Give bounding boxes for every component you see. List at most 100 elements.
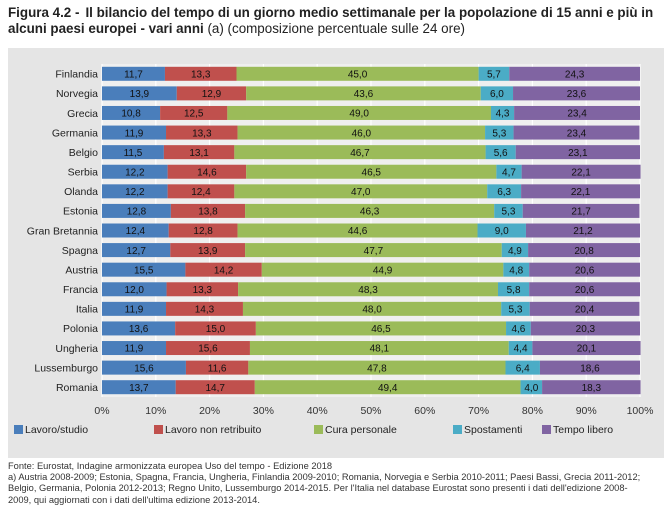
bar-lavoro-non-retribuito bbox=[167, 164, 247, 179]
category-label: Estonia bbox=[63, 206, 98, 218]
bar-lavoro-studio bbox=[102, 282, 167, 297]
bar-spostamenti bbox=[520, 380, 543, 395]
bar-tempo-libero bbox=[529, 262, 640, 277]
legend-label-lavoro-non-retribuito: Lavoro non retribuito bbox=[165, 424, 261, 436]
data-label: 11,9 bbox=[125, 305, 144, 316]
bar-cura-personale bbox=[255, 321, 507, 336]
data-label: 4,8 bbox=[509, 265, 523, 276]
data-label: 45,0 bbox=[348, 69, 368, 80]
legend-swatch-lavoro-non-retribuito bbox=[154, 425, 163, 434]
data-label: 23,1 bbox=[568, 148, 588, 159]
data-label: 46,7 bbox=[350, 148, 370, 159]
data-label: 12,2 bbox=[125, 167, 145, 178]
category-label: Austria bbox=[65, 264, 98, 276]
bar-lavoro-studio bbox=[102, 360, 186, 375]
bar-spostamenti bbox=[505, 360, 540, 375]
bar-cura-personale bbox=[246, 164, 497, 179]
bar-lavoro-non-retribuito bbox=[160, 105, 228, 120]
data-label: 13,8 bbox=[198, 207, 218, 218]
bar-lavoro-non-retribuito bbox=[164, 66, 237, 81]
data-label: 20,1 bbox=[577, 344, 597, 355]
bar-tempo-libero bbox=[514, 105, 640, 120]
x-tick-label: 40% bbox=[307, 405, 328, 417]
source-note: Fonte: Eurostat, Indagine armonizzata eu… bbox=[8, 461, 333, 471]
data-label: 15,0 bbox=[206, 324, 226, 335]
bar-lavoro-studio bbox=[102, 105, 161, 120]
x-tick-label: 30% bbox=[253, 405, 274, 417]
category-label: Serbia bbox=[68, 167, 99, 179]
bar-cura-personale bbox=[237, 125, 486, 140]
x-tick-label: 90% bbox=[576, 405, 597, 417]
data-label: 21,2 bbox=[573, 226, 593, 237]
data-label: 13,3 bbox=[193, 285, 213, 296]
data-label: 43,6 bbox=[354, 89, 374, 100]
data-label: 4,4 bbox=[514, 344, 528, 355]
data-label: 21,7 bbox=[571, 207, 591, 218]
bar-cura-personale bbox=[248, 360, 506, 375]
bar-cura-personale bbox=[261, 262, 504, 277]
data-label: 12,4 bbox=[191, 187, 211, 198]
bar-cura-personale bbox=[234, 184, 488, 199]
data-label: 46,5 bbox=[362, 167, 382, 178]
category-label: Germania bbox=[52, 127, 98, 139]
data-label: 13,7 bbox=[129, 383, 149, 394]
bar-lavoro-studio bbox=[102, 203, 171, 218]
bar-spostamenti bbox=[501, 301, 530, 316]
x-tick-label: 70% bbox=[468, 405, 489, 417]
bar-lavoro-non-retribuito bbox=[185, 262, 262, 277]
data-label: 5,6 bbox=[494, 148, 508, 159]
data-label: 46,5 bbox=[371, 324, 391, 335]
data-label: 15,6 bbox=[198, 344, 218, 355]
bar-lavoro-non-retribuito bbox=[175, 321, 256, 336]
bar-lavoro-studio bbox=[102, 164, 168, 179]
bar-cura-personale bbox=[249, 341, 509, 356]
bar-lavoro-studio bbox=[102, 184, 168, 199]
data-label: 13,1 bbox=[189, 148, 209, 159]
data-label: 6,3 bbox=[497, 187, 511, 198]
bar-lavoro-studio bbox=[102, 145, 164, 160]
legend-swatch-cura-personale bbox=[314, 425, 323, 434]
category-label: Finlandia bbox=[55, 69, 98, 81]
bar-lavoro-non-retribuito bbox=[167, 184, 235, 199]
x-tick-label: 100% bbox=[627, 405, 654, 417]
bar-spostamenti bbox=[480, 86, 514, 101]
bar-tempo-libero bbox=[513, 125, 640, 140]
bar-tempo-libero bbox=[529, 301, 640, 316]
data-label: 9,0 bbox=[495, 226, 509, 237]
data-label: 22,1 bbox=[571, 167, 591, 178]
legend-swatch-lavoro-studio bbox=[14, 425, 23, 434]
bar-cura-personale bbox=[234, 145, 486, 160]
category-label: Gran Bretannia bbox=[27, 225, 98, 237]
bar-tempo-libero bbox=[515, 145, 640, 160]
data-label: 20,6 bbox=[575, 265, 595, 276]
bar-lavoro-non-retribuito bbox=[185, 360, 249, 375]
data-label: 18,3 bbox=[582, 383, 602, 394]
bar-lavoro-non-retribuito bbox=[170, 203, 246, 218]
stacked-bar-chart: 0% 10% 20% 30% 40% 50% 60% 70% 80% 90% 100% Finland… bbox=[14, 64, 654, 436]
bar-lavoro-non-retribuito bbox=[166, 341, 250, 356]
data-label: 12,9 bbox=[202, 89, 222, 100]
data-label: 4,3 bbox=[496, 109, 510, 120]
bar-spostamenti bbox=[485, 145, 516, 160]
data-label: 47,7 bbox=[364, 246, 384, 257]
bar-lavoro-non-retribuito bbox=[168, 223, 238, 238]
bar-cura-personale bbox=[237, 223, 478, 238]
data-label: 11,9 bbox=[125, 344, 144, 355]
bar-tempo-libero bbox=[513, 86, 640, 101]
footnotes: Fonte: Eurostat, Indagine armonizzata eu… bbox=[8, 461, 668, 506]
data-label: 10,8 bbox=[121, 109, 141, 120]
data-label: 48,1 bbox=[370, 344, 390, 355]
legend-swatch-spostamenti bbox=[453, 425, 462, 434]
data-label: 6,0 bbox=[490, 89, 504, 100]
bar-tempo-libero bbox=[522, 203, 640, 218]
bar-spostamenti bbox=[501, 243, 529, 258]
data-label: 12,7 bbox=[126, 246, 146, 257]
bar-lavoro-non-retribuito bbox=[176, 86, 247, 101]
bar-cura-personale bbox=[227, 105, 491, 120]
data-label: 11,9 bbox=[125, 128, 144, 139]
legend-label-cura-personale: Cura personale bbox=[325, 424, 397, 436]
data-label: 14,6 bbox=[197, 167, 217, 178]
legend-swatch-tempo-libero bbox=[542, 425, 551, 434]
data-label: 15,5 bbox=[134, 265, 154, 276]
bar-lavoro-studio bbox=[102, 262, 186, 277]
